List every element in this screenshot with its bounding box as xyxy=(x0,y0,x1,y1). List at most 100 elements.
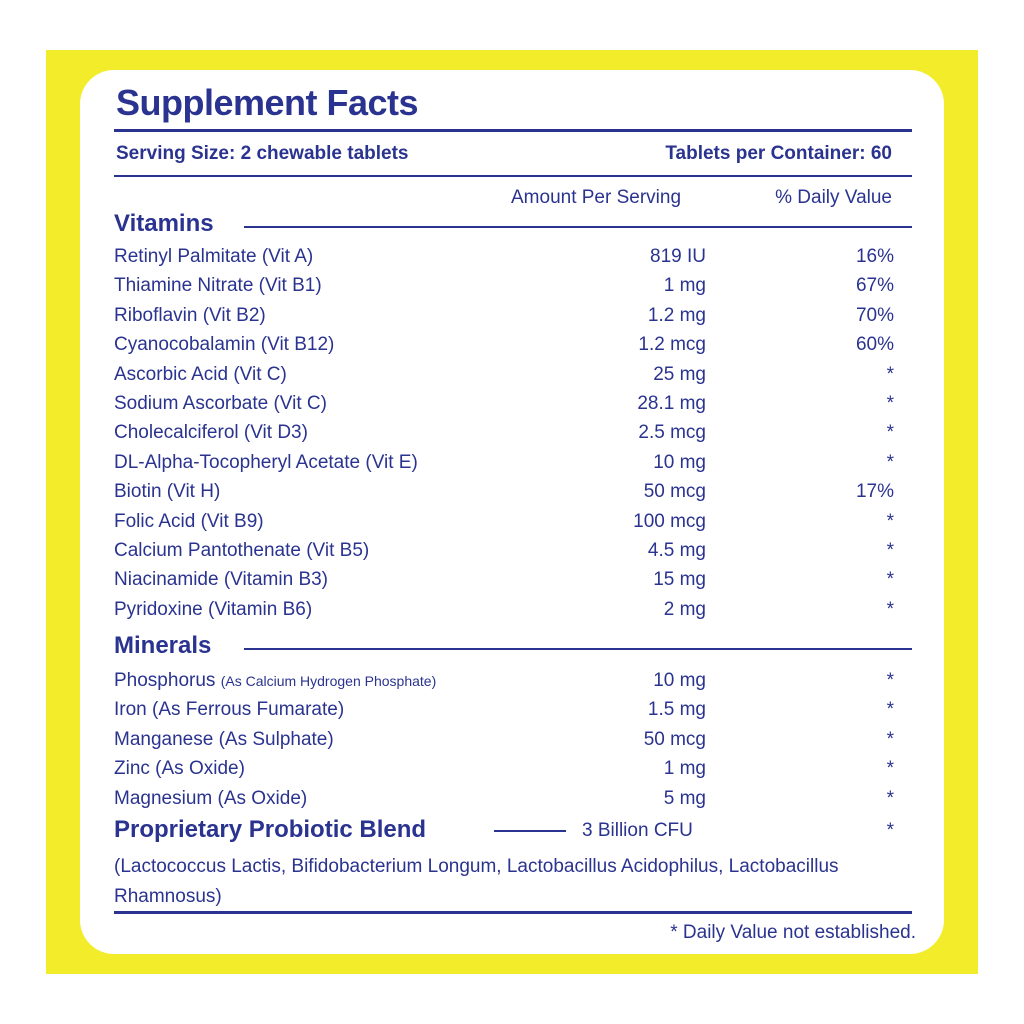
mineral-row: Phosphorus (As Calcium Hydrogen Phosphat… xyxy=(114,670,894,699)
nutrient-daily-value: 60% xyxy=(855,334,894,356)
nutrient-daily-value: * xyxy=(886,569,894,591)
minerals-rule xyxy=(244,648,912,650)
nutrient-daily-value: 70% xyxy=(855,304,894,326)
nutrient-name: Zinc (As Oxide) xyxy=(114,758,245,780)
vitamin-row: Sodium Ascorbate (Vit C) 28.1 mg * xyxy=(114,393,894,422)
serving-divider xyxy=(114,175,912,177)
nutrient-daily-value: * xyxy=(886,540,894,561)
vitamin-row: DL-Alpha-Tocopheryl Acetate (Vit E) 10 mg… xyxy=(114,452,894,481)
title-divider xyxy=(114,129,912,132)
nutrient-name: Biotin (Vit H) xyxy=(114,481,220,503)
nutrient-amount: 2 mg xyxy=(663,598,706,620)
nutrient-daily-value: 67% xyxy=(855,275,894,297)
nutrient-name-text: Folic Acid (Vit B9) xyxy=(114,510,264,532)
nutrient-name-text: Magnesium (As Oxide) xyxy=(114,787,308,809)
mineral-row: Manganese (As Sulphate) 50 mcg * xyxy=(114,729,894,758)
label-panel xyxy=(80,70,944,954)
vitamin-row: Biotin (Vit H) 50 mcg 17% xyxy=(114,481,894,510)
nutrient-name: Niacinamide (Vitamin B3) xyxy=(114,569,328,591)
nutrient-name-text: Calcium Pantothenate (Vit B5) xyxy=(114,540,370,561)
mineral-row: Iron (As Ferrous Fumarate) 1.5 mg * xyxy=(114,699,894,728)
nutrient-name: Riboflavin (Vit B2) xyxy=(114,305,266,327)
nutrient-name-text: Thiamine Nitrate (Vit B1) xyxy=(114,275,322,297)
nutrient-daily-value: * xyxy=(886,728,894,750)
nutrient-amount: 1 mg xyxy=(663,758,706,780)
vitamin-row: Pyridoxine (Vitamin B6) 2 mg * xyxy=(114,599,894,628)
nutrient-amount: 819 IU xyxy=(650,246,706,267)
nutrient-name-text: Ascorbic Acid (Vit C) xyxy=(114,363,287,385)
footer-divider xyxy=(114,911,912,914)
nutrient-amount: 50 mcg xyxy=(643,481,706,503)
daily-value-footnote: * Daily Value not established. xyxy=(670,922,916,943)
nutrient-amount: 4.5 mg xyxy=(647,540,706,561)
nutrient-name: Cyanocobalamin (Vit B12) xyxy=(114,334,334,356)
nutrient-daily-value: * xyxy=(886,363,894,385)
mineral-row: Magnesium (As Oxide) 5 mg * xyxy=(114,788,894,817)
nutrient-name-text: Niacinamide (Vitamin B3) xyxy=(114,569,329,591)
nutrient-name: Iron (As Ferrous Fumarate) xyxy=(114,699,344,721)
nutrient-amount: 1.5 mg xyxy=(647,699,706,721)
vitamins-rule xyxy=(244,226,912,228)
nutrient-name: Folic Acid (Vit B9) xyxy=(114,511,264,533)
nutrient-daily-value: * xyxy=(886,451,894,473)
nutrient-amount: 50 mcg xyxy=(643,728,706,750)
nutrient-name: Ascorbic Acid (Vit C) xyxy=(114,364,287,386)
nutrient-name-text: Riboflavin (Vit B2) xyxy=(114,304,266,326)
nutrient-name-text: Manganese (As Sulphate) xyxy=(114,728,334,750)
probiotic-blend-description: (Lactococcus Lactis, Bifidobacterium Lon… xyxy=(114,856,839,907)
nutrient-name-text: Retinyl Palmitate (Vit A) xyxy=(114,246,314,267)
nutrient-name: Phosphorus (As Calcium Hydrogen Phosphat… xyxy=(114,670,436,692)
nutrient-daily-value: 16% xyxy=(855,246,894,267)
nutrient-name: Manganese (As Sulphate) xyxy=(114,729,334,751)
column-header-amount: Amount Per Serving xyxy=(511,187,682,208)
nutrient-name-text: Sodium Ascorbate (Vit C) xyxy=(114,393,327,414)
vitamin-row: Riboflavin (Vit B2) 1.2 mg 70% xyxy=(114,305,894,334)
nutrient-name: Thiamine Nitrate (Vit B1) xyxy=(114,275,322,297)
nutrient-name: Magnesium (As Oxide) xyxy=(114,788,307,810)
nutrient-daily-value: * xyxy=(886,422,894,444)
nutrient-name: Pyridoxine (Vitamin B6) xyxy=(114,599,312,621)
nutrient-source-note: (As Calcium Hydrogen Phosphate) xyxy=(220,673,437,689)
nutrient-daily-value: * xyxy=(886,699,894,721)
nutrient-name-text: Biotin (Vit H) xyxy=(114,481,221,503)
minerals-heading: Minerals xyxy=(114,632,212,659)
nutrient-daily-value: * xyxy=(886,787,894,809)
nutrient-name-text: Cyanocobalamin (Vit B12) xyxy=(114,334,335,356)
vitamin-row: Cholecalciferol (Vit D3) 2.5 mcg * xyxy=(114,422,894,451)
probiotic-blend-amount: 3 Billion CFU xyxy=(582,820,693,841)
nutrient-amount: 28.1 mg xyxy=(637,393,706,414)
probiotic-blend-rule xyxy=(494,830,566,832)
nutrient-amount: 2.5 mcg xyxy=(638,422,706,444)
nutrient-amount: 15 mg xyxy=(653,569,706,591)
nutrient-amount: 1.2 mg xyxy=(647,304,706,326)
column-header-daily-value: % Daily Value xyxy=(775,187,892,208)
nutrient-name-text: Iron (As Ferrous Fumarate) xyxy=(114,699,345,721)
nutrient-name: Retinyl Palmitate (Vit A) xyxy=(114,246,313,268)
nutrient-amount: 1.2 mcg xyxy=(638,334,706,356)
label-frame xyxy=(46,50,978,974)
nutrient-daily-value: * xyxy=(886,758,894,780)
nutrient-daily-value: * xyxy=(886,670,894,691)
nutrient-amount: 100 mcg xyxy=(633,510,706,532)
nutrient-name-text: Phosphorus xyxy=(114,670,216,691)
nutrient-amount: 5 mg xyxy=(663,787,706,809)
nutrient-name-text: DL-Alpha-Tocopheryl Acetate (Vit E) xyxy=(114,451,418,473)
probiotic-blend-name: Proprietary Probiotic Blend xyxy=(114,816,427,843)
nutrient-name: Sodium Ascorbate (Vit C) xyxy=(114,393,327,415)
nutrient-amount: 10 mg xyxy=(653,451,706,473)
vitamin-row: Retinyl Palmitate (Vit A) 819 IU 16% xyxy=(114,246,894,275)
nutrient-daily-value: * xyxy=(886,510,894,532)
nutrient-name-text: Cholecalciferol (Vit D3) xyxy=(114,422,308,444)
nutrient-name: DL-Alpha-Tocopheryl Acetate (Vit E) xyxy=(114,452,418,474)
nutrient-daily-value: 17% xyxy=(855,481,894,503)
vitamin-row: Calcium Pantothenate (Vit B5) 4.5 mg * xyxy=(114,540,894,569)
nutrient-daily-value: * xyxy=(886,393,894,414)
vitamins-heading: Vitamins xyxy=(114,210,214,237)
probiotic-blend-daily-value: * xyxy=(886,820,894,841)
vitamin-row: Thiamine Nitrate (Vit B1) 1 mg 67% xyxy=(114,275,894,304)
mineral-row: Zinc (As Oxide) 1 mg * xyxy=(114,758,894,787)
vitamin-row: Folic Acid (Vit B9) 100 mcg * xyxy=(114,511,894,540)
vitamin-row: Niacinamide (Vitamin B3) 15 mg * xyxy=(114,569,894,598)
nutrient-daily-value: * xyxy=(886,598,894,620)
servings-per-container: Tablets per Container: 60 xyxy=(665,143,892,164)
